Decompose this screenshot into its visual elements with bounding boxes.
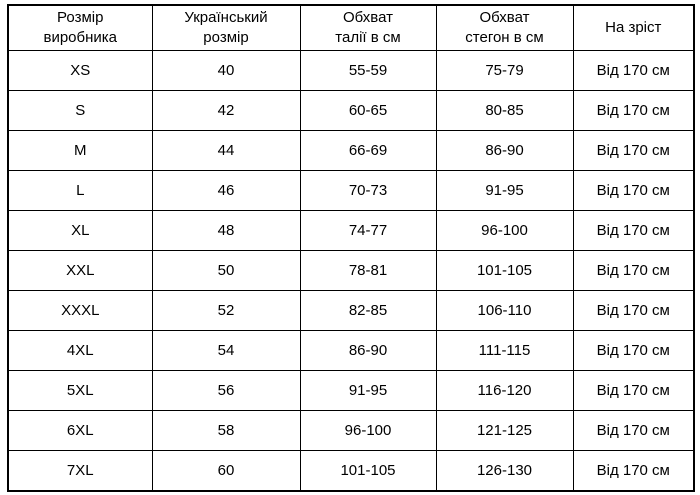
cell-hips: 86-90 xyxy=(435,130,574,171)
cell-hips: 106-110 xyxy=(435,290,574,331)
header-manufacturer-size: Розмір виробника xyxy=(7,4,153,51)
header-height: На зріст xyxy=(572,4,695,51)
table-row: M 44 66-69 86-90 Від 170 см xyxy=(7,130,695,171)
table-row: 6XL 58 96-100 121-125 Від 170 см xyxy=(7,410,695,451)
cell-height: Від 170 см xyxy=(572,450,695,492)
cell-waist: 55-59 xyxy=(299,50,437,91)
cell-ua-size: 50 xyxy=(151,250,301,291)
cell-hips: 121-125 xyxy=(435,410,574,451)
cell-hips: 126-130 xyxy=(435,450,574,492)
table-row: XXXL 52 82-85 106-110 Від 170 см xyxy=(7,290,695,331)
cell-size: M xyxy=(7,130,153,171)
cell-size: 6XL xyxy=(7,410,153,451)
table-row: 7XL 60 101-105 126-130 Від 170 см xyxy=(7,450,695,492)
cell-size: S xyxy=(7,90,153,131)
cell-hips: 91-95 xyxy=(435,170,574,211)
cell-waist: 96-100 xyxy=(299,410,437,451)
cell-height: Від 170 см xyxy=(572,370,695,411)
cell-hips: 116-120 xyxy=(435,370,574,411)
cell-waist: 70-73 xyxy=(299,170,437,211)
cell-ua-size: 46 xyxy=(151,170,301,211)
cell-hips: 75-79 xyxy=(435,50,574,91)
cell-height: Від 170 см xyxy=(572,290,695,331)
table-row: S 42 60-65 80-85 Від 170 см xyxy=(7,90,695,131)
table-row: L 46 70-73 91-95 Від 170 см xyxy=(7,170,695,211)
cell-ua-size: 56 xyxy=(151,370,301,411)
cell-size: XXXL xyxy=(7,290,153,331)
table-row: 4XL 54 86-90 111-115 Від 170 см xyxy=(7,330,695,371)
cell-height: Від 170 см xyxy=(572,250,695,291)
cell-hips: 111-115 xyxy=(435,330,574,371)
table-row: XS 40 55-59 75-79 Від 170 см xyxy=(7,50,695,91)
cell-ua-size: 54 xyxy=(151,330,301,371)
cell-ua-size: 52 xyxy=(151,290,301,331)
cell-height: Від 170 см xyxy=(572,410,695,451)
table-row: XXL 50 78-81 101-105 Від 170 см xyxy=(7,250,695,291)
header-ukrainian-size: Український розмір xyxy=(151,4,301,51)
size-chart-table: Розмір виробника Український розмір Обхв… xyxy=(7,4,695,492)
table-row: XL 48 74-77 96-100 Від 170 см xyxy=(7,210,695,251)
cell-ua-size: 48 xyxy=(151,210,301,251)
cell-height: Від 170 см xyxy=(572,210,695,251)
cell-size: XXL xyxy=(7,250,153,291)
cell-size: 5XL xyxy=(7,370,153,411)
cell-hips: 80-85 xyxy=(435,90,574,131)
cell-waist: 82-85 xyxy=(299,290,437,331)
cell-size: 7XL xyxy=(7,450,153,492)
cell-ua-size: 40 xyxy=(151,50,301,91)
cell-size: L xyxy=(7,170,153,211)
cell-waist: 91-95 xyxy=(299,370,437,411)
cell-height: Від 170 см xyxy=(572,170,695,211)
cell-waist: 86-90 xyxy=(299,330,437,371)
table-row: 5XL 56 91-95 116-120 Від 170 см xyxy=(7,370,695,411)
cell-height: Від 170 см xyxy=(572,330,695,371)
cell-hips: 101-105 xyxy=(435,250,574,291)
cell-waist: 78-81 xyxy=(299,250,437,291)
table-header-row: Розмір виробника Український розмір Обхв… xyxy=(7,4,695,51)
cell-height: Від 170 см xyxy=(572,50,695,91)
cell-size: XS xyxy=(7,50,153,91)
cell-ua-size: 60 xyxy=(151,450,301,492)
cell-ua-size: 42 xyxy=(151,90,301,131)
cell-ua-size: 58 xyxy=(151,410,301,451)
cell-size: 4XL xyxy=(7,330,153,371)
cell-height: Від 170 см xyxy=(572,90,695,131)
cell-waist: 101-105 xyxy=(299,450,437,492)
cell-hips: 96-100 xyxy=(435,210,574,251)
cell-waist: 66-69 xyxy=(299,130,437,171)
cell-waist: 60-65 xyxy=(299,90,437,131)
cell-height: Від 170 см xyxy=(572,130,695,171)
header-waist-cm: Обхват талії в см xyxy=(299,4,437,51)
header-hips-cm: Обхват стегон в см xyxy=(435,4,574,51)
cell-waist: 74-77 xyxy=(299,210,437,251)
cell-size: XL xyxy=(7,210,153,251)
cell-ua-size: 44 xyxy=(151,130,301,171)
